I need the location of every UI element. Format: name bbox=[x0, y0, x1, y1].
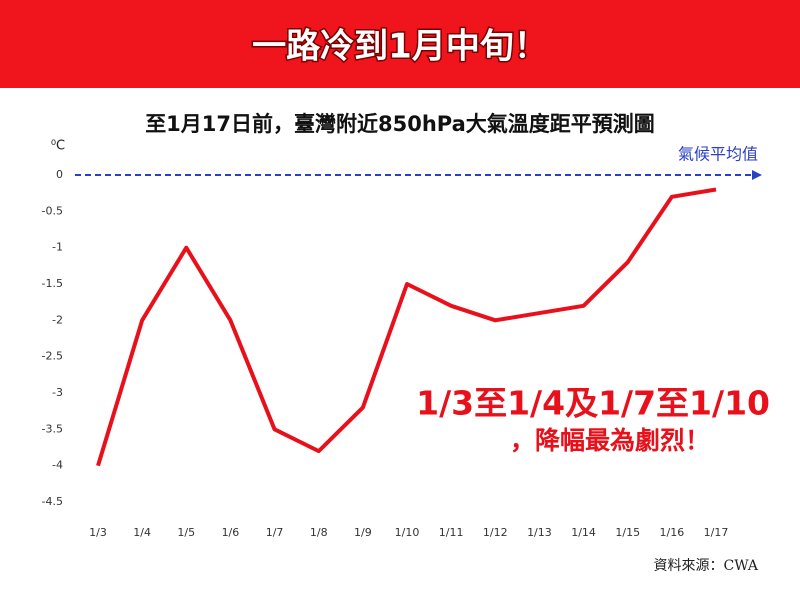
x-tick-label: 1/16 bbox=[660, 526, 685, 539]
x-tick-label: 1/10 bbox=[395, 526, 420, 539]
y-tick-label: -3.5 bbox=[42, 422, 63, 435]
y-tick-label: -0.5 bbox=[42, 204, 63, 217]
x-tick-label: 1/12 bbox=[483, 526, 508, 539]
reference-label: 氣候平均值 bbox=[678, 145, 758, 164]
x-tick-label: 1/11 bbox=[439, 526, 464, 539]
y-tick-label: -1.5 bbox=[42, 277, 63, 290]
x-tick-label: 1/15 bbox=[615, 526, 640, 539]
x-tick-label: 1/9 bbox=[354, 526, 372, 539]
y-tick-label: -4.5 bbox=[42, 495, 63, 508]
x-tick-label: 1/8 bbox=[310, 526, 328, 539]
y-tick-label: -2 bbox=[52, 313, 63, 326]
data-line bbox=[96, 187, 717, 467]
annotation: 1/3至1/4及1/7至1/10 bbox=[416, 384, 770, 423]
reference-arrow bbox=[752, 170, 762, 180]
banner-title: 一路冷到1月中旬！ bbox=[252, 27, 548, 67]
x-tick-label: 1/6 bbox=[222, 526, 240, 539]
chart-title: 至1月17日前，臺灣附近850hPa大氣溫度距平預測圖 bbox=[145, 112, 655, 136]
y-tick-label: -3 bbox=[52, 386, 63, 399]
y-tick-label: 0 bbox=[56, 168, 63, 181]
x-tick-label: 1/3 bbox=[89, 526, 107, 539]
x-tick-label: 1/17 bbox=[704, 526, 729, 539]
x-tick-label: 1/13 bbox=[527, 526, 552, 539]
x-tick-label: 1/4 bbox=[133, 526, 151, 539]
x-tick-label: 1/5 bbox=[177, 526, 195, 539]
y-unit: ⁰C bbox=[51, 139, 65, 154]
annotation: ，降幅最為劇烈！ bbox=[510, 426, 710, 455]
x-tick-label: 1/14 bbox=[571, 526, 596, 539]
y-tick-label: -4 bbox=[52, 459, 63, 472]
y-tick-label: -1 bbox=[52, 241, 63, 254]
banner-background bbox=[0, 0, 800, 88]
x-tick-label: 1/7 bbox=[266, 526, 284, 539]
y-tick-label: -2.5 bbox=[42, 350, 63, 363]
source: 資料來源：CWA bbox=[653, 558, 758, 574]
